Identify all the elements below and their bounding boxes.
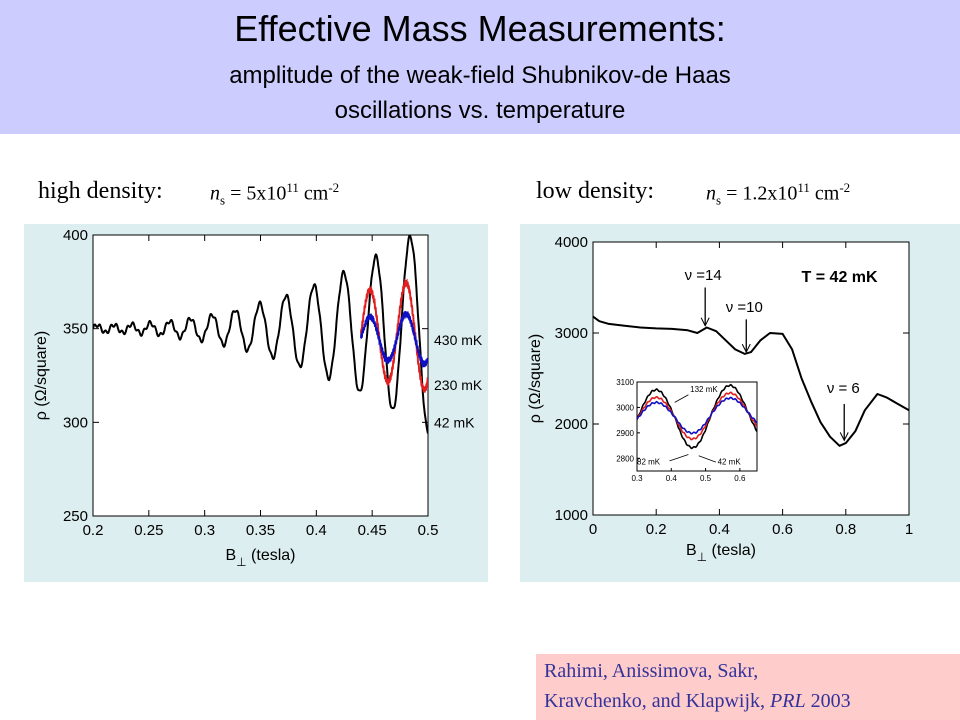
high-density-label: high density: bbox=[38, 178, 163, 204]
high-density-formula: ns = 5x1011 cm-2 bbox=[210, 180, 339, 209]
ns-unit: cm bbox=[298, 182, 329, 205]
arrow-nu10-head bbox=[741, 343, 751, 354]
x-tick-label: 0.2 bbox=[646, 521, 667, 538]
inset-pointer-42mk bbox=[698, 455, 716, 463]
x-tick-label: 1 bbox=[905, 521, 913, 538]
inset-series-132-mk bbox=[637, 396, 757, 435]
inset-series-42-mk bbox=[637, 383, 757, 450]
arrow-nu14-head bbox=[700, 317, 710, 327]
annotation-nu6: ν = 6 bbox=[827, 380, 860, 397]
y-tick-label: 2000 bbox=[555, 416, 588, 433]
ns-value: = 5x10 bbox=[225, 182, 287, 205]
x-tick-label: 0.4 bbox=[306, 522, 327, 539]
x-tick-label: 0.45 bbox=[358, 522, 387, 539]
low-density-formula: ns = 1.2x1011 cm-2 bbox=[706, 180, 850, 209]
chart-panel-left: 0.2 0.25 0.3 0.35 0.4 0.45 0.5 250 300 350 400 B⊥ (… bbox=[24, 224, 488, 582]
y-tick-label: 400 bbox=[63, 227, 88, 244]
x-tick-label: 0.25 bbox=[134, 522, 163, 539]
x-tick-label: 0.6 bbox=[772, 521, 793, 538]
y-axis-label: ρ (Ω/square) bbox=[527, 334, 544, 424]
x-axis-label: B⊥ (tesla) bbox=[225, 547, 295, 569]
inset-pointer-132mk bbox=[674, 394, 689, 403]
y-tick-label: 3000 bbox=[555, 325, 588, 342]
ns-subscript: s bbox=[220, 192, 226, 208]
inset-y-tick-label: 2900 bbox=[616, 429, 634, 438]
inset-pointer-82mk bbox=[669, 454, 689, 462]
title-banner: Effective Mass Measurements: amplitude o… bbox=[0, 0, 960, 134]
legend-label: 230 mK bbox=[434, 377, 483, 393]
x-tick-label: 0.2 bbox=[83, 522, 104, 539]
ns-symbol: n bbox=[706, 182, 716, 205]
page-title: Effective Mass Measurements: bbox=[234, 8, 726, 49]
plot-area bbox=[92, 234, 429, 517]
inset-label-132mk: 132 mK bbox=[690, 385, 718, 394]
annotation-nu14: ν =14 bbox=[685, 267, 722, 284]
ns-unit-exponent: -2 bbox=[328, 180, 340, 195]
series-line-42-mk bbox=[93, 235, 428, 434]
y-tick-label: 4000 bbox=[555, 234, 588, 251]
citation-line2: Kravchenko, and Klapwijk, PRL 2003 bbox=[544, 686, 960, 716]
legend-label: 430 mK bbox=[434, 332, 483, 348]
citation-year: 2003 bbox=[805, 690, 851, 712]
chart-right: 0 0.2 0.4 0.6 0.8 1 1000 2000 3000 4000 B⊥ (tesla)… bbox=[527, 234, 913, 564]
inset-x-tick-label: 0.4 bbox=[666, 474, 678, 483]
inset-x-tick-label: 0.6 bbox=[734, 474, 746, 483]
inset-label-82mk: 82 mK bbox=[637, 458, 661, 467]
ns-unit: cm bbox=[809, 182, 840, 205]
inset-x-tick-label: 0.5 bbox=[700, 474, 712, 483]
inset-y-tick-label: 3100 bbox=[616, 378, 634, 387]
series-line-230-mk bbox=[360, 278, 428, 394]
ns-exponent: 11 bbox=[797, 180, 810, 195]
x-tick-label: 0.3 bbox=[194, 522, 215, 539]
y-tick-label: 1000 bbox=[555, 507, 588, 524]
y-tick-label: 250 bbox=[63, 508, 88, 525]
y-tick-label: 350 bbox=[63, 321, 88, 338]
inset-y-tick-label: 3000 bbox=[616, 403, 634, 412]
page-subtitle-line1: amplitude of the weak-field Shubnikov-de… bbox=[229, 62, 731, 89]
x-axis-label: B⊥ (tesla) bbox=[686, 542, 756, 564]
ns-unit-exponent: -2 bbox=[839, 180, 851, 195]
series-line-42-mk bbox=[592, 315, 910, 447]
legend-label: 42 mK bbox=[434, 414, 475, 430]
x-tick-label: 0.4 bbox=[709, 521, 730, 538]
page-subtitle-line2: oscillations vs. temperature bbox=[334, 97, 626, 124]
ns-symbol: n bbox=[210, 182, 220, 205]
x-tick-label: 0.8 bbox=[835, 521, 856, 538]
arrow-nu6-head bbox=[839, 432, 849, 442]
low-density-label: low density: bbox=[536, 178, 654, 204]
inset-series-82-mk bbox=[637, 391, 757, 441]
x-tick-label: 0.35 bbox=[246, 522, 275, 539]
ns-value: = 1.2x10 bbox=[721, 182, 798, 205]
y-tick-label: 300 bbox=[63, 414, 88, 431]
inset-label-42mk: 42 mK bbox=[718, 458, 742, 467]
citation-journal: PRL bbox=[770, 690, 806, 712]
x-tick-label: 0.5 bbox=[418, 522, 439, 539]
citation-box: Rahimi, Anissimova, Sakr, Kravchenko, an… bbox=[536, 654, 960, 720]
x-tick-label: 0 bbox=[589, 521, 597, 538]
series-line-430-mk bbox=[360, 310, 428, 369]
ns-subscript: s bbox=[716, 192, 722, 208]
citation-authors: Kravchenko, and Klapwijk, bbox=[544, 690, 771, 712]
y-axis-label: ρ (Ω/square) bbox=[33, 331, 50, 421]
citation-line1: Rahimi, Anissimova, Sakr, bbox=[544, 660, 759, 682]
inset-y-tick-label: 2800 bbox=[616, 454, 634, 463]
chart-left: 0.2 0.25 0.3 0.35 0.4 0.45 0.5 250 300 350 400 B⊥ (… bbox=[33, 227, 483, 569]
inset-x-tick-label: 0.3 bbox=[631, 474, 643, 483]
annotation-temperature: T = 42 mK bbox=[802, 269, 878, 286]
ns-exponent: 11 bbox=[286, 180, 299, 195]
chart-panel-right: 0 0.2 0.4 0.6 0.8 1 1000 2000 3000 4000 B⊥ (tesla)… bbox=[520, 224, 960, 582]
annotation-nu10: ν =10 bbox=[726, 299, 763, 316]
